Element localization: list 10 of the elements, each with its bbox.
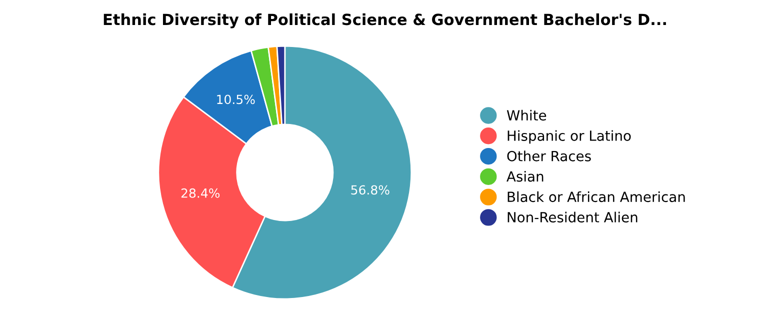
legend-label: Hispanic or Latino	[508, 130, 631, 144]
legend-label: Other Races	[507, 150, 591, 162]
data-label: 10.5%	[217, 94, 255, 104]
chart-title: Ethnic Diversity of Political Science & Government Bachelor's D...	[104, 13, 666, 28]
legend-label: White	[506, 110, 546, 121]
data-label: 56.8%	[351, 185, 390, 195]
legend-label: Non-Resident Alien	[508, 212, 638, 222]
data-label: 28.4%	[181, 188, 220, 198]
legend-label: Black or African American	[508, 191, 685, 202]
legend-label: Asian	[506, 170, 544, 182]
